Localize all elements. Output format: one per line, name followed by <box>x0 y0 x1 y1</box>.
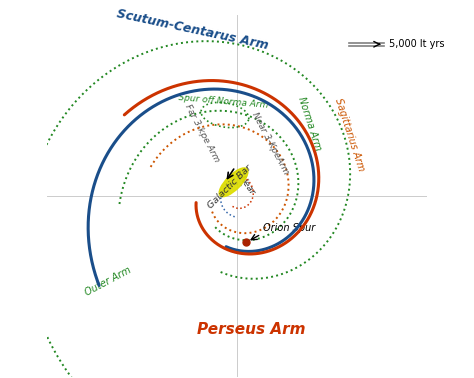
Text: Near: Near <box>237 175 256 197</box>
Text: Orion Spur: Orion Spur <box>263 223 315 232</box>
Text: Scutum-Centarus Arm: Scutum-Centarus Arm <box>115 8 269 53</box>
Text: Sagittarius Arm: Sagittarius Arm <box>333 97 366 172</box>
Text: 5,000 lt yrs: 5,000 lt yrs <box>389 39 444 49</box>
Text: Far 3-kpe Arm: Far 3-kpe Arm <box>183 103 221 164</box>
Text: Outer Arm: Outer Arm <box>83 265 132 298</box>
Text: Norma Arm: Norma Arm <box>296 95 323 152</box>
Text: Near 3-KpeArm: Near 3-KpeArm <box>250 110 290 176</box>
Text: Galactic Bar: Galactic Bar <box>206 163 253 210</box>
Text: Spur off Norma Arm: Spur off Norma Arm <box>178 93 269 110</box>
Ellipse shape <box>219 168 248 197</box>
Text: Perseus Arm: Perseus Arm <box>197 322 305 337</box>
